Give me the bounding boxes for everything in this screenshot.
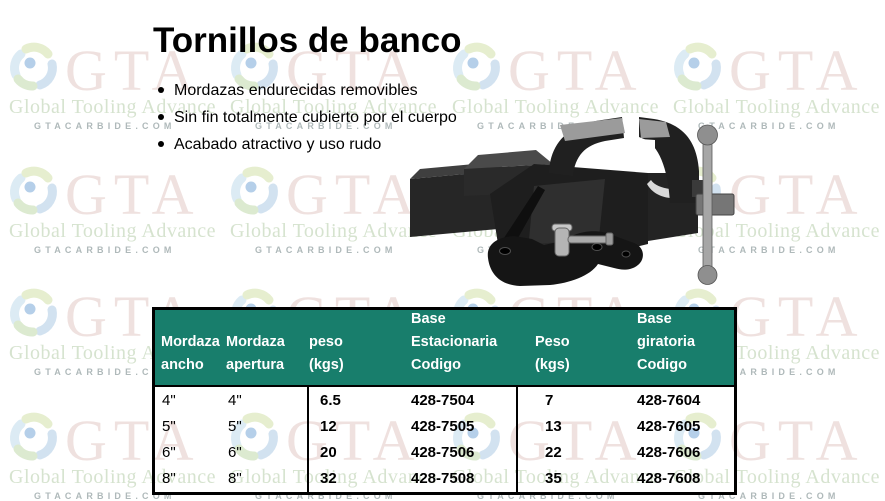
spec-cell: 4"	[228, 391, 242, 409]
header-cell-peso-giratoria: Peso (kgs)	[516, 310, 628, 387]
gta-logo-icon	[10, 42, 57, 91]
spec-cell: 428-7604	[637, 391, 701, 409]
watermark-domain-text: GTACARBIDE.COM	[698, 367, 840, 377]
spec-cell: 6"	[162, 443, 176, 461]
watermark-domain-text: GTACARBIDE.COM	[255, 245, 397, 255]
spec-table: Mordaza ancho Mordaza apertura peso (kgs…	[152, 307, 737, 495]
watermark-domain-text: GTACARBIDE.COM	[255, 491, 397, 501]
watermark-domain-text: GTACARBIDE.COM	[477, 491, 619, 501]
watermark-brand-text: GTA	[286, 162, 422, 227]
watermark: GTA Global Tooling Advance GTACARBIDE.CO…	[228, 36, 440, 132]
feature-list: Mordazas endurecidas removibles Sin fin …	[156, 81, 457, 162]
gta-logo-icon	[231, 412, 278, 461]
feature-text: Sin fin totalmente cubierto por el cuerp…	[174, 109, 457, 126]
feature-text: Acabado atractivo y uso rudo	[174, 136, 382, 153]
spec-cell: 20	[307, 439, 403, 466]
feature-text: Mordazas endurecidas removibles	[174, 82, 418, 99]
watermark-brand-text: GTA	[729, 162, 865, 227]
watermark-tagline-text: Global Tooling Advance	[673, 96, 880, 118]
watermark-domain-text: GTACARBIDE.COM	[34, 367, 176, 377]
watermark-brand-text: GTA	[729, 408, 865, 473]
spec-cell: 5"	[162, 417, 176, 435]
gta-logo-icon	[674, 412, 721, 461]
watermark-domain-text: GTACARBIDE.COM	[698, 245, 840, 255]
header-cell-mordaza-apertura: Mordaza apertura	[225, 310, 307, 387]
watermark: GTA Global Tooling Advance GTACARBIDE.CO…	[671, 36, 883, 132]
watermark-tagline-text: Global Tooling Advance	[230, 96, 437, 118]
watermark-tagline-text: Global Tooling Advance	[9, 220, 216, 242]
gta-logo-icon	[231, 42, 278, 91]
watermark: GTA Global Tooling Advance GTACARBIDE.CO…	[671, 160, 883, 256]
gta-logo-icon	[231, 166, 278, 215]
spec-cell: 7	[516, 387, 628, 414]
header-cell-mordaza-ancho: Mordaza ancho	[155, 310, 225, 387]
spec-cell: 428-7504	[411, 391, 475, 409]
feature-item: Sin fin totalmente cubierto por el cuerp…	[156, 108, 457, 127]
spec-cell: 12	[307, 413, 403, 440]
watermark-tagline-text: Global Tooling Advance	[9, 96, 216, 118]
watermark: GTA Global Tooling Advance GTACARBIDE.CO…	[7, 406, 219, 501]
feature-item: Mordazas endurecidas removibles	[156, 81, 457, 100]
watermark-brand-text: GTA	[729, 38, 865, 103]
header-cell-peso-estacionaria: peso (kgs)	[307, 310, 403, 387]
spec-cell: 8"	[162, 470, 176, 488]
watermark-domain-text: GTACARBIDE.COM	[255, 121, 397, 131]
watermark-tagline-text: Global Tooling Advance	[230, 220, 437, 242]
watermark-brand-text: GTA	[65, 38, 201, 103]
spec-cell: 6.5	[307, 387, 403, 414]
page-title: Tornillos de banco	[153, 21, 462, 61]
watermark-tagline-text: Global Tooling Advance	[9, 466, 216, 488]
watermark-brand-text: GTA	[508, 38, 644, 103]
watermark-tagline-text: Global Tooling Advance	[452, 96, 659, 118]
spec-cell: 428-7508	[411, 470, 475, 488]
spec-cell: 428-7606	[637, 443, 701, 461]
watermark-domain-text: GTACARBIDE.COM	[698, 491, 840, 501]
spec-cell: 428-7608	[637, 470, 701, 488]
spec-cell: 32	[307, 465, 403, 492]
gta-logo-icon	[674, 42, 721, 91]
watermark-domain-text: GTACARBIDE.COM	[34, 245, 176, 255]
watermark-brand-text: GTA	[508, 408, 644, 473]
bullet-icon	[158, 141, 164, 147]
watermark-domain-text: GTACARBIDE.COM	[698, 121, 840, 131]
watermark-brand-text: GTA	[65, 408, 201, 473]
spec-cell: 428-7505	[411, 417, 475, 435]
spec-cell: 13	[516, 413, 628, 440]
watermark: GTA Global Tooling Advance GTACARBIDE.CO…	[671, 406, 883, 501]
bullet-icon	[158, 114, 164, 120]
spec-cell: 6"	[228, 443, 242, 461]
watermark-tagline-text: Global Tooling Advance	[452, 466, 659, 488]
watermark: GTA Global Tooling Advance GTACARBIDE.CO…	[7, 160, 219, 256]
bullet-icon	[158, 87, 164, 93]
watermark: GTA Global Tooling Advance GTACARBIDE.CO…	[450, 406, 662, 501]
gta-logo-icon	[453, 42, 500, 91]
watermark-domain-text: GTACARBIDE.COM	[34, 121, 176, 131]
watermark: GTA Global Tooling Advance GTACARBIDE.CO…	[228, 160, 440, 256]
gta-logo-icon	[10, 166, 57, 215]
gta-logo-icon	[453, 412, 500, 461]
watermark: GTA Global Tooling Advance GTACARBIDE.CO…	[450, 36, 662, 132]
spec-cell: 428-7605	[637, 417, 701, 435]
watermark-brand-text: GTA	[65, 162, 201, 227]
spec-cell: 22	[516, 439, 628, 466]
watermark-domain-text: GTACARBIDE.COM	[477, 121, 619, 131]
watermark-tagline-text: Global Tooling Advance	[673, 220, 880, 242]
watermark: GTA Global Tooling Advance GTACARBIDE.CO…	[7, 36, 219, 132]
feature-item: Acabado atractivo y uso rudo	[156, 135, 457, 154]
spec-cell: 8"	[228, 470, 242, 488]
header-cell-base-giratoria: Base giratoria Codigo	[628, 310, 734, 387]
watermark-tagline-text: Global Tooling Advance	[673, 466, 880, 488]
watermark-brand-text: GTA	[729, 284, 865, 349]
header-cell-base-estacionaria: Base Estacionaria Codigo	[403, 310, 516, 387]
spec-cell: 4"	[162, 391, 176, 409]
watermark-brand-text: GTA	[286, 38, 422, 103]
watermark-domain-text: GTACARBIDE.COM	[34, 491, 176, 501]
watermark-tagline-text: Global Tooling Advance	[230, 466, 437, 488]
spec-cell: 428-7506	[411, 443, 475, 461]
bench-vise-image	[410, 117, 735, 286]
gta-logo-icon	[10, 288, 57, 337]
spec-cell: 5"	[228, 417, 242, 435]
gta-logo-icon	[10, 412, 57, 461]
spec-cell: 35	[516, 465, 628, 492]
